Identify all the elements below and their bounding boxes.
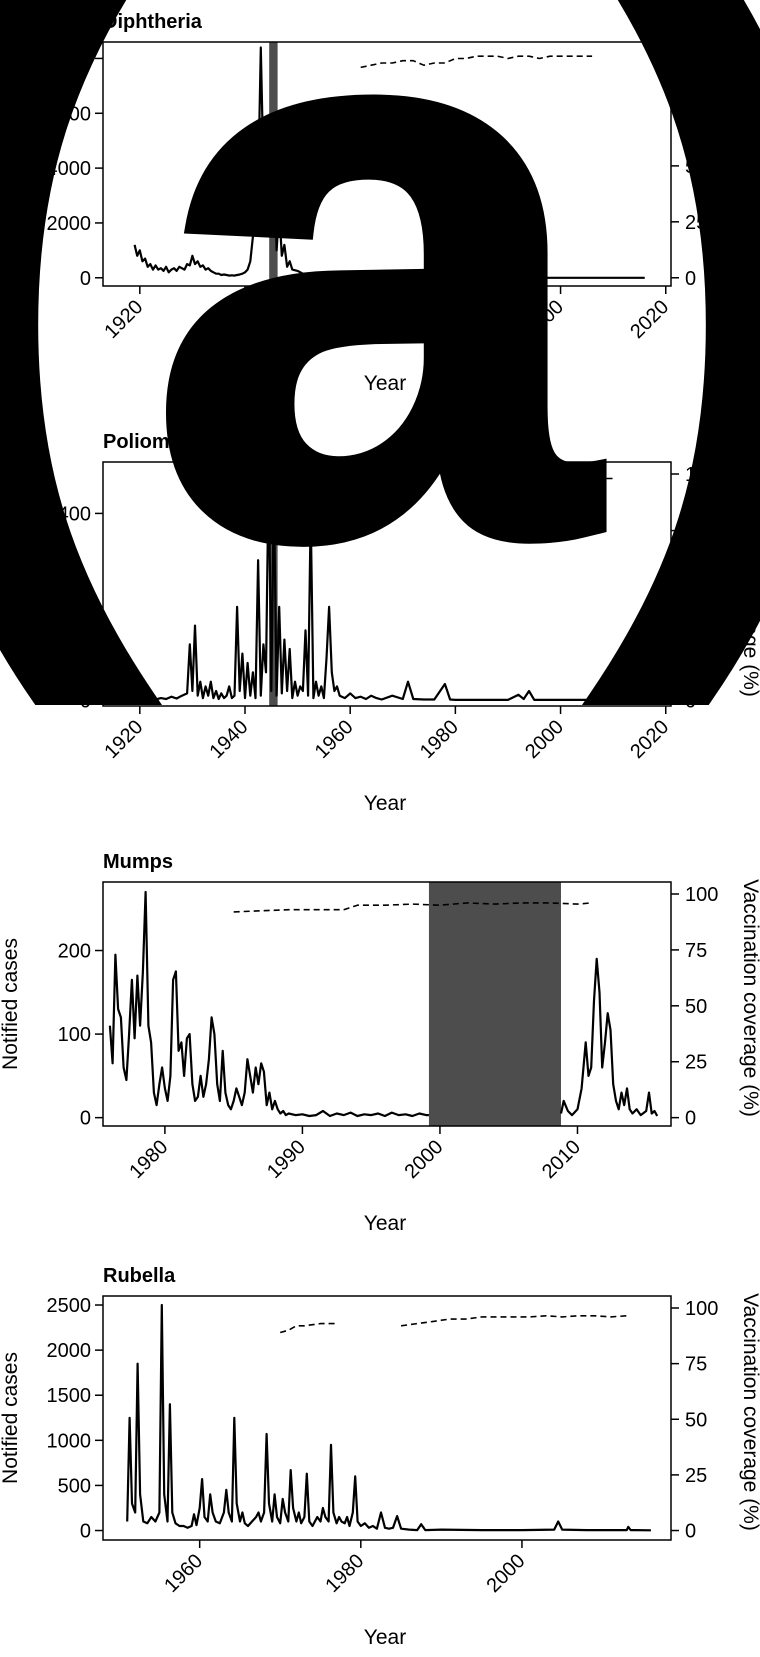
y2-tick-label-mumps-100: 100: [685, 884, 718, 906]
y-axis-title-mumps: Notified cases: [0, 938, 22, 1070]
chart-title-rubella: Rubella: [103, 1265, 176, 1287]
y2-tick-label-diphtheria-25: 25: [685, 212, 707, 234]
y-axis-title-rubella: Notified cases: [0, 1352, 22, 1484]
y-tick-label-diphtheria-4000: 4000: [47, 158, 92, 180]
x-tick-label-poliomyelitis-1920: 1920: [100, 716, 147, 763]
x-axis-title-poliomyelitis: Year: [364, 792, 406, 815]
cases-line-mumps-0: [108, 890, 429, 1118]
y-tick-label-rubella-0: 0: [80, 1521, 91, 1543]
y-axis-title-poliomyelitis: Notified cases: [0, 518, 22, 650]
y-tick-label-mumps-100: 100: [58, 1024, 91, 1046]
shaded-period-mumps: [428, 882, 561, 1126]
x-tick-label-mumps-1990: 1990: [263, 1136, 310, 1183]
y2-tick-label-diphtheria-100: 100: [685, 44, 718, 66]
y-tick-label-poliomyelitis-400: 400: [58, 503, 91, 525]
y-tick-label-rubella-500: 500: [58, 1475, 91, 1497]
x-tick-label-diphtheria-2020: 2020: [626, 296, 673, 343]
y2-axis-title-mumps: Vaccination coverage (%): [739, 879, 760, 1117]
y-tick-label-poliomyelitis-200: 200: [58, 597, 91, 619]
x-tick-label-diphtheria-1920: 1920: [100, 296, 147, 343]
chart-diphtheria: Diphtheria 1920 1940 1960 1980 2000 2020 0 2000 4…: [0, 11, 760, 395]
x-tick-label-poliomyelitis-1960: 1960: [311, 716, 358, 763]
plot-frame-poliomyelitis: [102, 461, 672, 707]
y-tick-label-rubella-2000: 2000: [47, 1340, 92, 1362]
y2-tick-label-mumps-50: 50: [685, 996, 707, 1018]
y-tick-label-mumps-0: 0: [80, 1108, 91, 1130]
y2-tick-label-mumps-25: 25: [685, 1052, 707, 1074]
y-tick-label-rubella-1000: 1000: [47, 1430, 92, 1452]
chart-title-mumps: Mumps: [103, 851, 173, 873]
x-axis-title-rubella: Year: [364, 1626, 406, 1649]
cases-line-poliomyelitis-0: [155, 465, 645, 702]
y2-tick-label-poliomyelitis-0: 0: [685, 690, 696, 712]
x-tick-label-poliomyelitis-1980: 1980: [416, 716, 463, 763]
y2-tick-label-poliomyelitis-25: 25: [685, 634, 707, 656]
x-tick-label-poliomyelitis-2000: 2000: [521, 716, 568, 763]
plot-frame-mumps: [102, 881, 672, 1127]
chart-title-poliomyelitis: Poliomyelitis: [103, 431, 226, 453]
y2-tick-label-poliomyelitis-50: 50: [685, 577, 707, 599]
y2-tick-label-poliomyelitis-75: 75: [685, 521, 707, 543]
y2-tick-label-diphtheria-75: 75: [685, 100, 707, 122]
x-tick-label-diphtheria-1960: 1960: [311, 296, 358, 343]
x-tick-label-rubella-1980: 1980: [321, 1550, 368, 1597]
y-tick-label-rubella-2500: 2500: [47, 1295, 92, 1317]
x-tick-label-rubella-1960: 1960: [160, 1550, 207, 1597]
y2-tick-label-mumps-0: 0: [685, 1108, 696, 1130]
y2-tick-label-diphtheria-0: 0: [685, 268, 696, 290]
x-tick-label-poliomyelitis-1940: 1940: [206, 716, 253, 763]
coverage-line-mumps-2: [233, 902, 592, 913]
y2-tick-label-mumps-75: 75: [685, 940, 707, 962]
y2-tick-label-rubella-100: 100: [685, 1298, 718, 1320]
y2-tick-label-rubella-25: 25: [685, 1465, 707, 1487]
y2-tick-label-diphtheria-50: 50: [685, 156, 707, 178]
y-tick-label-poliomyelitis-0: 0: [80, 690, 91, 712]
y2-tick-label-rubella-50: 50: [685, 1409, 707, 1431]
chart-rubella: Rubella 1960 1980 2000 0 500 1000 1500 2000 2500 0…: [0, 1265, 760, 1649]
chart-title-diphtheria: Diphtheria: [103, 11, 203, 33]
y2-tick-label-rubella-75: 75: [685, 1354, 707, 1376]
y2-axis-title-diphtheria: Vaccination coverage (%): [739, 39, 760, 277]
y-tick-label-mumps-200: 200: [58, 941, 91, 963]
coverage-line-rubella-1: [279, 1322, 337, 1334]
x-tick-label-diphtheria-2000: 2000: [521, 296, 568, 343]
cases-line-rubella-0: [126, 1303, 651, 1532]
y-tick-label-diphtheria-6000: 6000: [47, 103, 92, 125]
coverage-line-poliomyelitis-1: [507, 475, 614, 484]
x-axis-title-diphtheria: Year: [364, 372, 406, 395]
x-tick-label-mumps-2010: 2010: [538, 1136, 585, 1183]
y2-tick-label-rubella-0: 0: [685, 1521, 696, 1543]
coverage-line-rubella-2: [400, 1315, 627, 1327]
y2-axis-title-poliomyelitis: Vaccination coverage (%): [739, 459, 760, 697]
y-axis-title-diphtheria: Notified cases: [0, 98, 22, 230]
y-tick-label-diphtheria-8000: 8000: [47, 48, 92, 70]
x-tick-label-mumps-2000: 2000: [400, 1136, 447, 1183]
y-tick-label-diphtheria-0: 0: [80, 268, 91, 290]
x-tick-label-rubella-2000: 2000: [482, 1550, 529, 1597]
y2-axis-title-rubella: Vaccination coverage (%): [739, 1293, 760, 1531]
x-tick-label-diphtheria-1980: 1980: [416, 296, 463, 343]
plot-frame-diphtheria: [102, 41, 672, 287]
x-tick-label-mumps-1980: 1980: [125, 1136, 172, 1183]
plot-frame-rubella: [102, 1295, 672, 1541]
coverage-line-diphtheria-1: [360, 55, 593, 69]
cases-line-diphtheria-0: [133, 46, 645, 279]
x-tick-label-poliomyelitis-2020: 2020: [626, 716, 673, 763]
y-tick-label-diphtheria-2000: 2000: [47, 213, 92, 235]
x-tick-label-diphtheria-1940: 1940: [206, 296, 253, 343]
x-axis-title-mumps: Year: [364, 1212, 406, 1235]
y-tick-label-rubella-1500: 1500: [47, 1385, 92, 1407]
cases-line-mumps-1: [559, 957, 659, 1117]
y2-tick-label-poliomyelitis-100: 100: [685, 464, 718, 486]
